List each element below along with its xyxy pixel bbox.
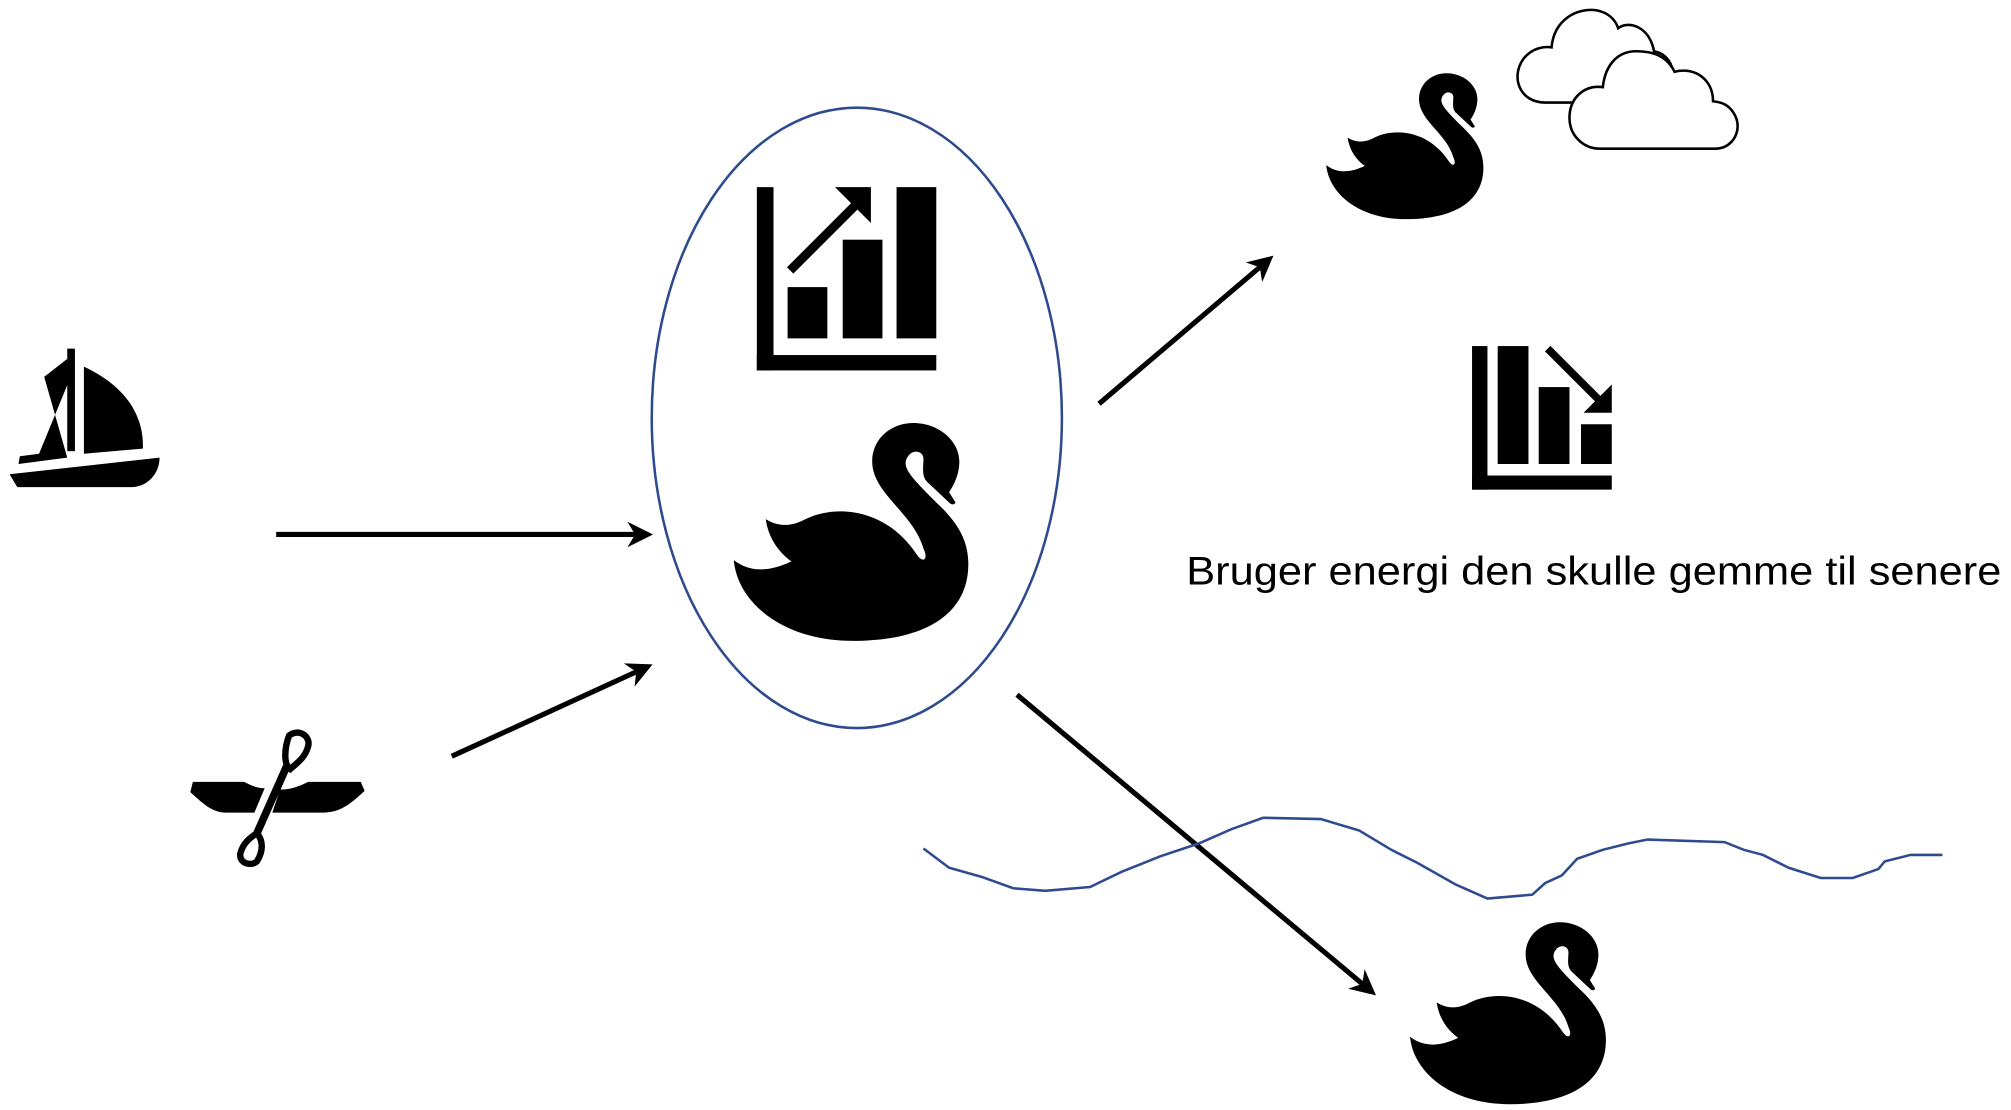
bar-chart-up-icon xyxy=(757,187,936,370)
kayak-icon xyxy=(190,733,364,864)
sailboat-icon xyxy=(10,349,160,487)
swan-icon xyxy=(1410,922,1606,1104)
page: Bruger energi den skulle gemme til sener… xyxy=(0,0,2011,1110)
arrow xyxy=(1099,259,1269,404)
cloud-icon xyxy=(1518,10,1738,149)
arrow xyxy=(1017,695,1372,992)
swan-icon xyxy=(734,423,969,641)
caption: Bruger energi den skulle gemme til sener… xyxy=(1186,549,2001,593)
swan-icon xyxy=(1326,73,1483,219)
arrow xyxy=(452,667,648,757)
bar-chart-down-icon xyxy=(1472,346,1612,490)
diagram: Bruger energi den skulle gemme til sener… xyxy=(0,0,2011,1110)
water-line xyxy=(923,818,1942,899)
